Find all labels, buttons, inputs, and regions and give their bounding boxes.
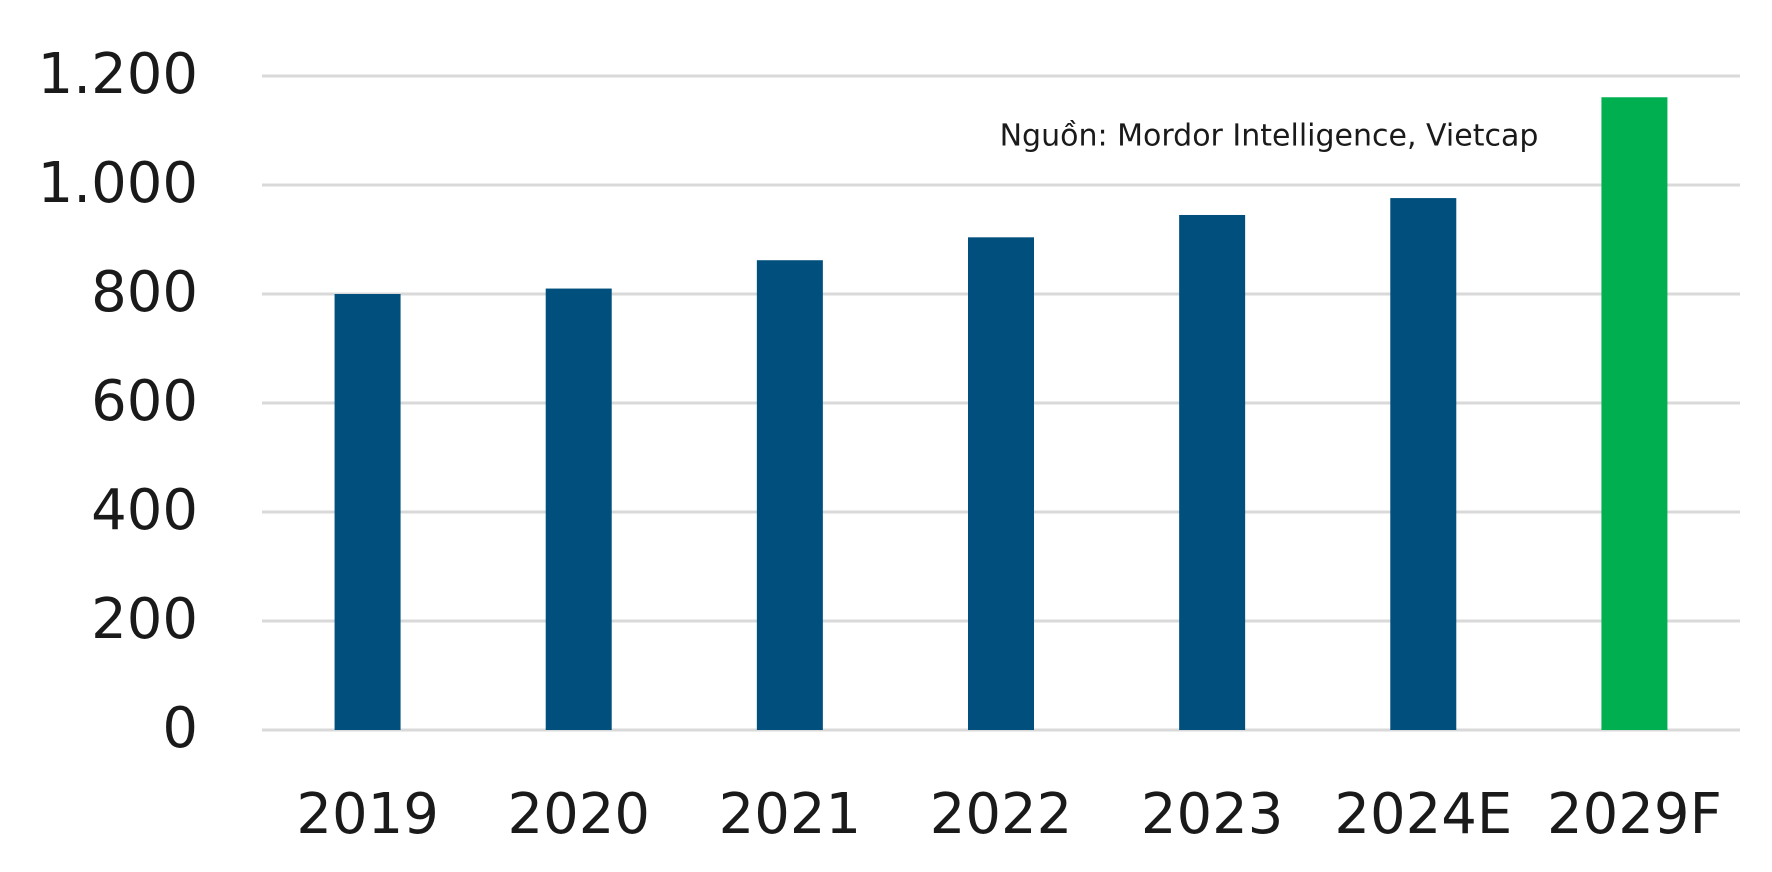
x-tick-label: 2023	[1141, 782, 1284, 847]
bar	[1179, 214, 1246, 731]
bar	[1601, 97, 1668, 730]
x-tick-label: 2020	[507, 782, 650, 847]
x-tick-label: 2021	[719, 782, 862, 847]
y-tick-label: 1.200	[38, 42, 198, 107]
bar	[1390, 198, 1457, 730]
x-tick-label: 2019	[296, 782, 439, 847]
bar	[334, 294, 401, 730]
y-tick-label: 0	[162, 696, 198, 761]
bar	[545, 288, 612, 730]
y-tick-label: 1.000	[38, 151, 198, 216]
y-tick-label: 400	[91, 478, 198, 543]
bar	[968, 237, 1034, 730]
x-tick-label: 2024E	[1334, 782, 1512, 847]
y-tick-label: 600	[91, 369, 198, 434]
y-tick-label: 200	[91, 587, 198, 652]
bar	[756, 260, 823, 730]
y-tick-label: 800	[91, 260, 198, 325]
annotation: Nguồn: Mordor Intelligence, Vietcap	[1000, 119, 1539, 154]
x-tick-label: 2022	[930, 782, 1073, 847]
x-tick-label: 2029F	[1547, 782, 1722, 847]
